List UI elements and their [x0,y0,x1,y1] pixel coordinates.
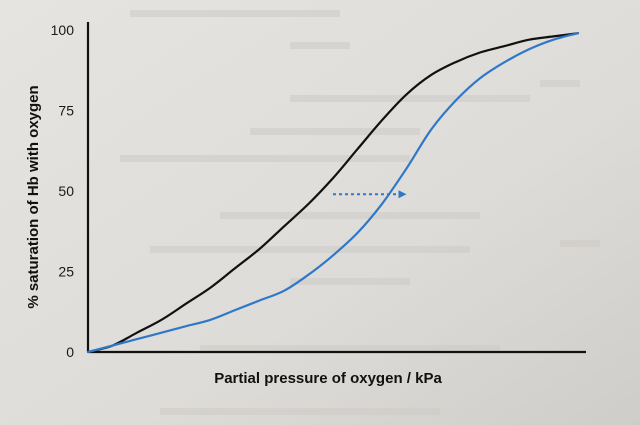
series-layer [86,32,580,354]
y-axis-title: % saturation of Hb with oxygen [25,85,42,308]
arrow-head-icon [398,190,407,199]
y-tick-label: 0 [66,344,74,360]
series-line-black [86,32,580,354]
series-line-blue [86,32,580,354]
y-tick-label: 75 [58,103,74,119]
y-tick-label: 25 [58,264,74,280]
y-tick-labels: 0 25 50 75 100 [51,22,75,360]
annotation-layer [333,190,407,199]
y-tick-label: 100 [51,22,75,38]
x-axis-title: Partial pressure of oxygen / kPa [214,370,442,387]
y-tick-label: 50 [58,183,74,199]
page-show-through [120,10,600,415]
